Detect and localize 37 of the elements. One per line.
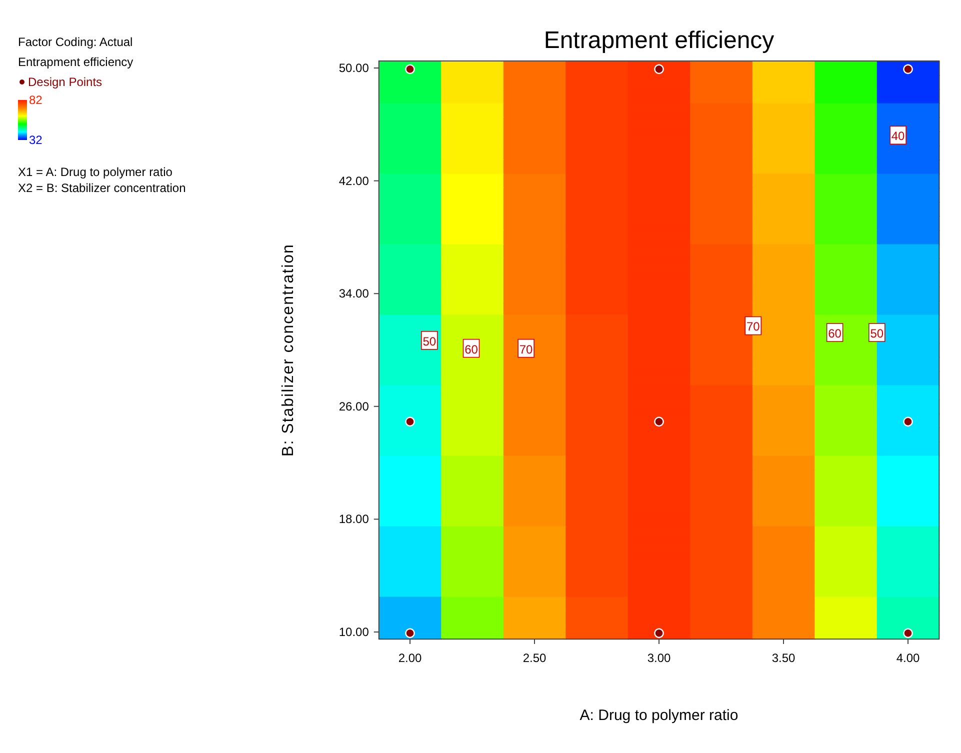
y-tick-label: 18.00 xyxy=(338,512,370,526)
data-label: ● xyxy=(902,59,914,78)
x-tick-label: 3.50 xyxy=(772,651,796,666)
data-label: ● xyxy=(902,412,914,430)
annotation: 50 xyxy=(870,326,884,341)
text: X1 = A: Drug to polymer ratio xyxy=(18,165,173,179)
x-tick-label: 3.00 xyxy=(647,651,671,666)
data-label: ● xyxy=(654,412,664,430)
annotation: 60 xyxy=(464,342,478,356)
y-tick-label: 42.00 xyxy=(338,174,370,188)
y-tick-label: 26.00 xyxy=(338,399,370,414)
text: X2 = B: Stabilizer concentration xyxy=(18,181,186,195)
text: Design Points xyxy=(28,75,102,89)
annotation: 70 xyxy=(519,342,534,356)
chart-title: Entrapment efficiency xyxy=(544,27,774,54)
y-tick-label: 10.00 xyxy=(338,625,370,639)
data-label: ● xyxy=(404,59,416,78)
y-tick-label: 50.00 xyxy=(338,61,370,75)
data-label: ● xyxy=(404,623,416,642)
x-tick-label: 2.50 xyxy=(522,651,546,666)
color-bar-label: 82 xyxy=(29,93,43,107)
y-tick-label: 34.00 xyxy=(338,286,370,301)
data-label: ● xyxy=(902,623,914,642)
color-bar-title: Entrapment efficiency xyxy=(18,55,134,69)
text: Factor Coding: Actual xyxy=(18,35,133,49)
annotation: 60 xyxy=(828,326,842,341)
data-label: ● xyxy=(654,59,664,78)
annotation: 70 xyxy=(746,320,760,334)
x-axis-title: A: Drug to polymer ratio xyxy=(580,707,738,724)
annotation: 50 xyxy=(422,334,436,348)
annotation: 40 xyxy=(891,129,906,144)
y-axis-title: B: Stabilizer concentration xyxy=(280,244,297,456)
x-tick-label: 2.00 xyxy=(398,651,422,666)
data-label: ● xyxy=(654,623,664,642)
data-label: ● xyxy=(404,412,416,430)
x-tick-label: 4.00 xyxy=(896,651,920,666)
color-bar-label: 32 xyxy=(29,133,43,147)
